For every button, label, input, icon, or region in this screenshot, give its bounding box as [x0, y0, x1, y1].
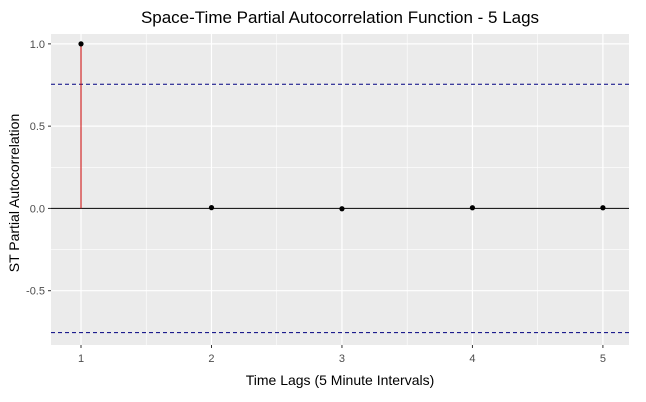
x-tick-label: 5: [600, 353, 606, 365]
x-tick-label: 3: [339, 353, 345, 365]
point-lag-3: [339, 206, 345, 212]
point-lag-4: [469, 205, 476, 211]
x-tick-label: 1: [78, 353, 84, 365]
point-lag-2: [208, 205, 215, 211]
y-axis: 1.0 0.5 0.0 -0.5: [26, 39, 51, 298]
y-tick-label: -0.5: [26, 286, 45, 298]
data-marks: [78, 41, 606, 212]
y-tick-label: 0.5: [30, 121, 45, 133]
x-axis: 1 2 3 4 5: [78, 345, 606, 365]
x-tick-label: 4: [469, 353, 475, 365]
point-lag-5: [600, 205, 606, 211]
x-axis-title: Time Lags (5 Minute Intervals): [246, 372, 435, 388]
y-axis-title: ST Partial Autocorrelation: [6, 114, 22, 273]
minor-gridlines: [51, 34, 629, 345]
point-lag-1: [78, 41, 84, 47]
x-tick-label: 2: [208, 353, 214, 365]
chart-title: Space-Time Partial Autocorrelation Funct…: [141, 8, 539, 27]
y-tick-label: 0.0: [30, 203, 45, 215]
y-tick-label: 1.0: [30, 39, 45, 51]
plot-panel: [51, 34, 629, 345]
